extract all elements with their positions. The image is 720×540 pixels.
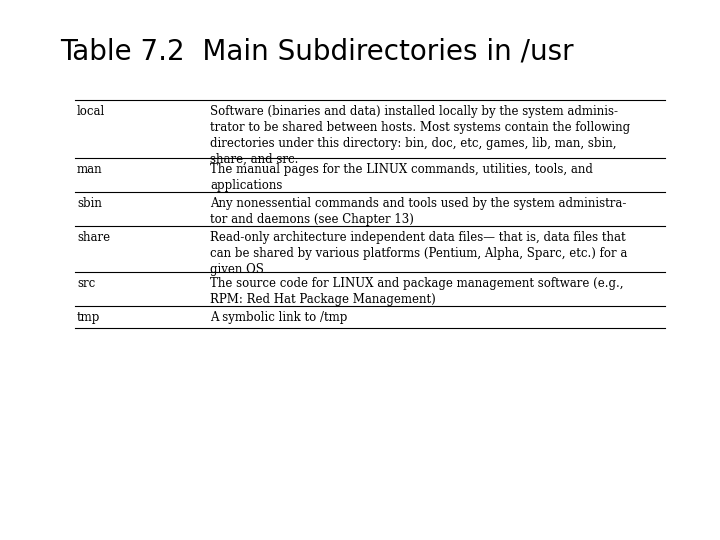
Text: The source code for LINUX and package management software (e.g.,
RPM: Red Hat Pa: The source code for LINUX and package ma… bbox=[210, 277, 624, 306]
Text: sbin: sbin bbox=[77, 197, 102, 210]
Text: src: src bbox=[77, 277, 95, 290]
Text: Software (binaries and data) installed locally by the system adminis-
trator to : Software (binaries and data) installed l… bbox=[210, 105, 630, 166]
Text: local: local bbox=[77, 105, 105, 118]
Text: Any nonessential commands and tools used by the system administra-
tor and daemo: Any nonessential commands and tools used… bbox=[210, 197, 626, 226]
Text: Table 7.2  Main Subdirectories in /usr: Table 7.2 Main Subdirectories in /usr bbox=[60, 38, 574, 66]
Text: tmp: tmp bbox=[77, 311, 100, 324]
Text: man: man bbox=[77, 163, 103, 176]
Text: The manual pages for the LINUX commands, utilities, tools, and
applications: The manual pages for the LINUX commands,… bbox=[210, 163, 593, 192]
Text: Read-only architecture independent data files— that is, data files that
can be s: Read-only architecture independent data … bbox=[210, 231, 627, 276]
Text: A symbolic link to /tmp: A symbolic link to /tmp bbox=[210, 311, 347, 324]
Text: share: share bbox=[77, 231, 110, 244]
